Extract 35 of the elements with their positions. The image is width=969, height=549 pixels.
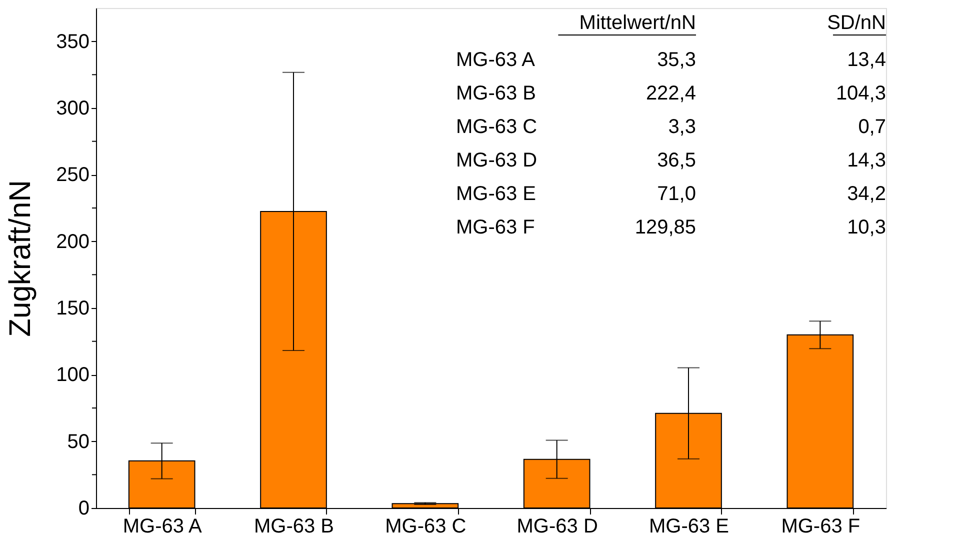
category-label: MG-63 B	[456, 82, 536, 104]
annotation: Mittelwert/nN	[579, 12, 696, 34]
x-tick-label: MG-63 D	[516, 516, 598, 538]
x-tick-label: MG-63 C	[385, 516, 466, 538]
y-tick-label: 50	[67, 430, 90, 453]
y-tick-label: 0	[78, 498, 90, 520]
annotation: 129,85	[634, 216, 696, 238]
annotation: 71,0	[657, 183, 696, 205]
annotation: 36,5	[657, 150, 696, 172]
x-tick-label: MG-63 E	[648, 516, 730, 538]
annotation: 13,4	[847, 49, 886, 71]
annotation: SD/nN	[827, 12, 886, 34]
annotation: 222,4	[646, 82, 696, 104]
y-tick-label: 150	[56, 298, 90, 320]
y-tick-label: 250	[56, 164, 90, 186]
annotation: 0,7	[858, 116, 886, 138]
x-tick-label: MG-63 A	[122, 516, 202, 538]
annotation: 3,3	[668, 116, 696, 138]
annotation: 14,3	[847, 150, 886, 172]
category-label: MG-63 E	[456, 183, 536, 205]
category-label: MG-63 A	[456, 49, 535, 71]
annotation: 34,2	[847, 183, 886, 205]
y-tick-label: 100	[56, 364, 90, 386]
category-label: MG-63 D	[456, 150, 538, 172]
category-label: MG-63 C	[456, 116, 538, 138]
x-tick-label: MG-63 B	[254, 516, 334, 538]
x-tick-label: MG-63 F	[781, 516, 860, 538]
category-label: MG-63 F	[456, 216, 535, 238]
y-axis-title: Zugkraft/nN	[4, 180, 38, 337]
y-tick-label: 300	[56, 98, 90, 120]
annotation: 35,3	[657, 49, 696, 71]
y-tick-label: 200	[56, 230, 90, 253]
annotation: 104,3	[836, 82, 886, 104]
annotation: 10,3	[847, 216, 886, 238]
y-tick-label: 350	[56, 30, 90, 53]
